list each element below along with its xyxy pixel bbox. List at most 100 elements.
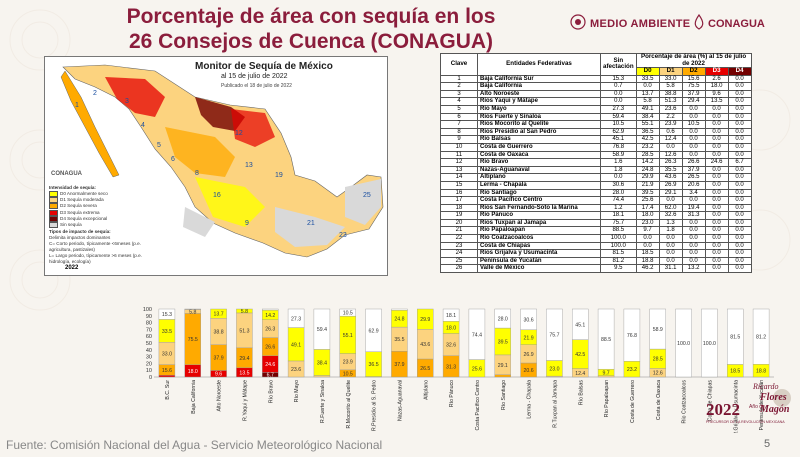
cell-value: 0.0 — [727, 173, 752, 182]
cell-value: 15.3 — [600, 74, 637, 84]
data-label: 33.0 — [162, 351, 172, 357]
cell-value: 37.9 — [681, 165, 706, 175]
data-label: 29.1 — [498, 363, 508, 369]
data-label: 12.6 — [653, 371, 663, 377]
data-label: 26.9 — [524, 352, 534, 358]
cell-value: 5.8 — [658, 82, 683, 91]
cell-key: 3 — [440, 89, 478, 99]
map-year: 2022 — [65, 265, 79, 271]
badge-magon: Magón — [760, 404, 790, 415]
cell-value: 0.0 — [704, 241, 729, 251]
data-label: 81.5 — [730, 335, 740, 341]
cell-value: 0.0 — [704, 188, 729, 198]
x-tick-label: R.Presidio al S. Pedro — [372, 380, 378, 431]
bar-segment — [210, 308, 227, 319]
svg-text:13: 13 — [245, 162, 253, 169]
cell-value: 0.0 — [727, 180, 752, 190]
svg-text:9: 9 — [245, 220, 249, 227]
cell-value: 0.0 — [658, 241, 683, 251]
cell-value: 0.0 — [704, 120, 729, 129]
cell-value: 38.4 — [635, 112, 660, 122]
bar-segment — [623, 308, 641, 362]
cell-key: 12 — [440, 158, 478, 167]
cell-value: 0.0 — [727, 142, 752, 152]
data-label: 13.7 — [214, 312, 224, 318]
data-label: 23.0 — [549, 366, 559, 372]
data-label: 37.9 — [214, 356, 224, 362]
cell-key: 7 — [440, 120, 478, 129]
table-row: 3 Alto Noroeste 0.0 13.7 38.8 37.9 9.6 0.0 — [440, 89, 752, 99]
badge-flores: Flores — [760, 392, 787, 403]
gov-shield-icon — [570, 14, 586, 30]
cell-entity: Ríos Fuerte y Sinaloa — [477, 112, 601, 122]
cell-value: 74.4 — [600, 196, 637, 205]
data-label: 74.4 — [472, 332, 482, 338]
svg-text:16: 16 — [213, 192, 221, 199]
legend-item-d1: D1 Sequía moderada — [49, 197, 147, 204]
cell-value: 26.9 — [658, 180, 683, 190]
data-label: 88.5 — [601, 337, 611, 343]
data-label: 9.6 — [215, 372, 222, 378]
legend-swatch — [49, 191, 58, 197]
data-label: 58.9 — [653, 327, 663, 333]
svg-text:21: 21 — [307, 220, 315, 227]
legend-label: D3 Sequía extrema — [60, 209, 100, 215]
cell-entity: Lerma - Chapala — [477, 180, 601, 190]
data-label: 26.3 — [265, 327, 275, 333]
logo-medio-ambiente: MEDIO AMBIENTE — [590, 18, 691, 30]
slide-title-line2: 26 Consejos de Cuenca (CONAGUA) — [128, 30, 494, 53]
data-label: 35.5 — [394, 337, 404, 343]
cell-key: 10 — [440, 142, 478, 152]
cell-value: 2.6 — [704, 74, 729, 84]
cell-key: 1 — [440, 74, 478, 84]
x-tick-label: R.Yaqui y Mátape — [242, 380, 248, 421]
table-body: 1 Baja California Sur 15.3 33.5 33.0 15.6 2.6 0… — [440, 74, 752, 274]
cell-value: 0.0 — [727, 74, 752, 84]
cell-entity: Río Pánuco — [477, 211, 601, 220]
legend-swatch — [49, 209, 58, 216]
cell-value: 100.0 — [600, 241, 637, 251]
cell-value: 3.4 — [681, 188, 706, 198]
cell-value: 0.0 — [635, 82, 660, 91]
cell-key: 19 — [440, 211, 478, 220]
cell-value: 28.5 — [635, 150, 660, 160]
cell-value: 81.5 — [600, 249, 637, 258]
table-row: 23 Costa de Chiapas 100.0 0.0 0.0 0.0 0.0 0.0 — [440, 241, 752, 251]
cell-value: 59.4 — [600, 112, 637, 122]
table-row: 13 Nazas-Aguanaval 1.8 24.8 35.5 37.9 0.0 0.0 — [440, 165, 752, 175]
bar-segment — [675, 308, 692, 378]
cell-entity: Península de Yucatán — [477, 256, 601, 266]
cell-value: 0.0 — [658, 142, 683, 152]
data-label: 5.8 — [189, 309, 196, 315]
x-tick-label: R.Fuerte y Sinaloa — [320, 380, 326, 423]
cell-value: 75.7 — [600, 218, 637, 228]
cell-value: 28.0 — [600, 188, 637, 198]
cell-key: 17 — [440, 196, 478, 205]
cell-value: 0.0 — [600, 97, 637, 106]
cell-entity: Baja California Sur — [477, 74, 601, 84]
cell-value: 0.0 — [658, 196, 683, 205]
cell-value: 0.0 — [704, 127, 729, 137]
cell-entity: Ríos Tuxpan al Jamapa — [477, 218, 601, 228]
slide-title-line1: Porcentaje de área con sequía en los — [126, 5, 496, 28]
cell-value: 0.0 — [681, 112, 706, 122]
cell-value: 12.6 — [658, 150, 683, 160]
cell-value: 24.8 — [635, 165, 660, 175]
cell-value: 18.0 — [704, 82, 729, 91]
cell-value: 15.6 — [681, 74, 706, 84]
legend-swatch — [49, 215, 58, 222]
cell-value: 0.0 — [704, 234, 729, 243]
cell-value: 76.8 — [600, 142, 637, 152]
badge-ano-de: Año de — [749, 404, 765, 410]
cell-value: 58.9 — [600, 150, 637, 160]
cell-value: 0.0 — [681, 135, 706, 144]
cell-entity: Ríos Grijalva y Usumacinta — [477, 249, 601, 258]
table-row: 26 Valle de México 9.5 46.2 31.1 13.2 0.0 0.0 — [440, 264, 752, 274]
impact-title: Tipos de impacto de sequía: — [49, 229, 111, 235]
table-row: 4 Ríos Yaqui y Mátape 0.0 5.8 51.3 29.4 13.5 0.… — [440, 97, 752, 106]
cell-value: 0.0 — [635, 234, 660, 243]
cell-value: 45.1 — [600, 135, 637, 144]
data-label: 38.4 — [317, 360, 327, 366]
